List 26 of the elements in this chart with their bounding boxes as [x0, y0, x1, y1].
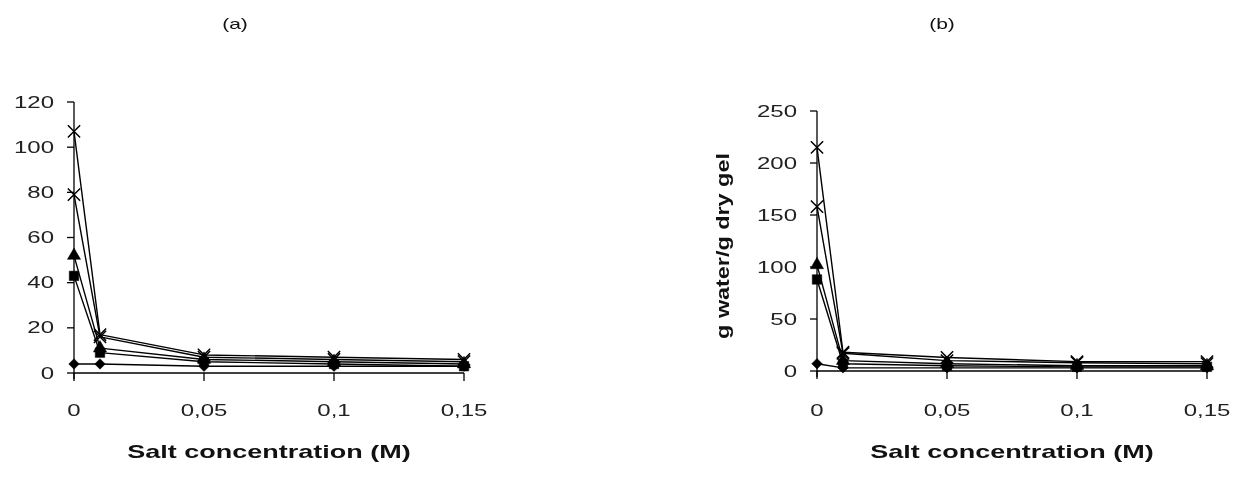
y-tick-label: 80: [27, 183, 54, 202]
x-tick-label: 0: [67, 401, 81, 419]
y-tick-label: 200: [756, 154, 797, 172]
x-tick-label: 0,1: [317, 401, 351, 419]
x-axis-title: Salt concentration (M): [127, 441, 411, 463]
y-tick-label: 0: [783, 362, 797, 380]
chart-title: (b): [929, 16, 955, 33]
y-tick-label: 0: [40, 364, 54, 382]
x-axis-title: Salt concentration (M): [870, 441, 1154, 463]
y-tick-label: 250: [756, 102, 797, 120]
x-tick-label: 0,05: [923, 401, 971, 419]
y-tick-label: 100: [13, 138, 54, 156]
y-axis-title: g water/g dry gel: [712, 153, 733, 339]
x-tick-label: 0,1: [1060, 401, 1094, 419]
x-tick-label: 0,15: [440, 401, 488, 419]
y-tick-label: 150: [756, 206, 797, 224]
y-tick-label: 20: [27, 319, 54, 337]
x-tick-label: 0,15: [1183, 401, 1231, 419]
y-tick-label: 120: [13, 93, 54, 111]
chart-title: (a): [222, 16, 248, 33]
y-tick-label: 50: [770, 310, 797, 328]
y-tick-label: 40: [27, 274, 54, 292]
x-tick-label: 0: [810, 401, 824, 419]
y-tick-label: 60: [27, 228, 54, 247]
y-tick-label: 100: [756, 258, 797, 276]
x-tick-label: 0,05: [180, 401, 228, 419]
